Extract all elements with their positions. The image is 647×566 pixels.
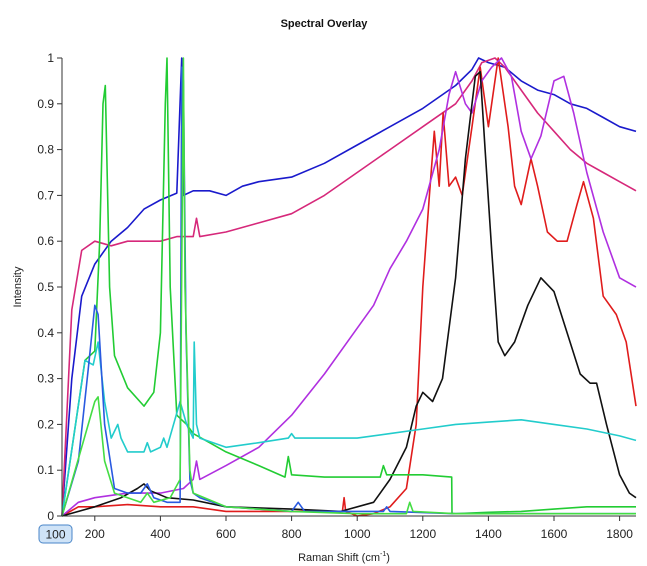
y-tick-label: 0.4 (37, 326, 54, 340)
y-tick-label: 0.6 (37, 234, 54, 248)
spectrum-line-3 (61, 57, 637, 517)
x-tick-label: 1400 (475, 527, 502, 541)
spectrum-line-4 (61, 57, 637, 517)
spectrum-line-9 (61, 57, 636, 517)
y-tick-label: 1 (47, 51, 54, 65)
y-tick-label: 0.7 (37, 188, 54, 202)
x-axis-label-text: Raman Shift (cm (298, 552, 380, 564)
y-tick-label: 0 (47, 509, 54, 523)
y-tick-label: 0.1 (37, 463, 54, 477)
x-min-input-box[interactable] (38, 524, 73, 544)
spectrum-line-7 (61, 341, 637, 517)
y-tick-label: 0.3 (37, 372, 54, 386)
spectrum-line-2 (61, 57, 637, 517)
y-tick-label: 0.2 (37, 417, 54, 431)
x-tick-label: 200 (85, 527, 105, 541)
x-axis-min-field[interactable]: 100 (38, 524, 73, 544)
x-tick-label: 1000 (344, 527, 371, 541)
y-tick-label: 0.8 (37, 143, 54, 157)
x-tick-label: 1800 (606, 527, 633, 541)
plot-series-group (61, 57, 637, 517)
spectrum-line-6 (61, 57, 636, 517)
x-axis-label: Raman Shift (cm-1) (298, 551, 390, 564)
x-tick-label: 400 (150, 527, 170, 541)
x-min-label: 100 (45, 528, 65, 542)
x-tick-label: 1200 (409, 527, 436, 541)
x-tick-group: 200 400 600 800 1000 1200 1400 1600 1800 (85, 516, 633, 541)
y-tick-group: 0 0.1 0.2 0.3 0.4 0.5 0.6 0.7 0.8 0.9 1 (37, 51, 62, 523)
spectrum-line-1 (61, 57, 637, 517)
x-tick-label: 800 (282, 527, 302, 541)
y-tick-label: 0.5 (37, 280, 54, 294)
chart-title: Spectral Overlay (281, 18, 369, 30)
x-tick-label: 1600 (541, 527, 568, 541)
spectrum-line-5 (61, 70, 637, 517)
x-tick-label: 600 (216, 527, 236, 541)
y-tick-label: 0.9 (37, 97, 54, 111)
y-axis-label: Intensity (12, 266, 24, 307)
x-axis-label-close: ) (386, 552, 390, 564)
spectrum-line-8 (61, 66, 636, 517)
x-axis-label-superscript: -1 (380, 551, 386, 558)
